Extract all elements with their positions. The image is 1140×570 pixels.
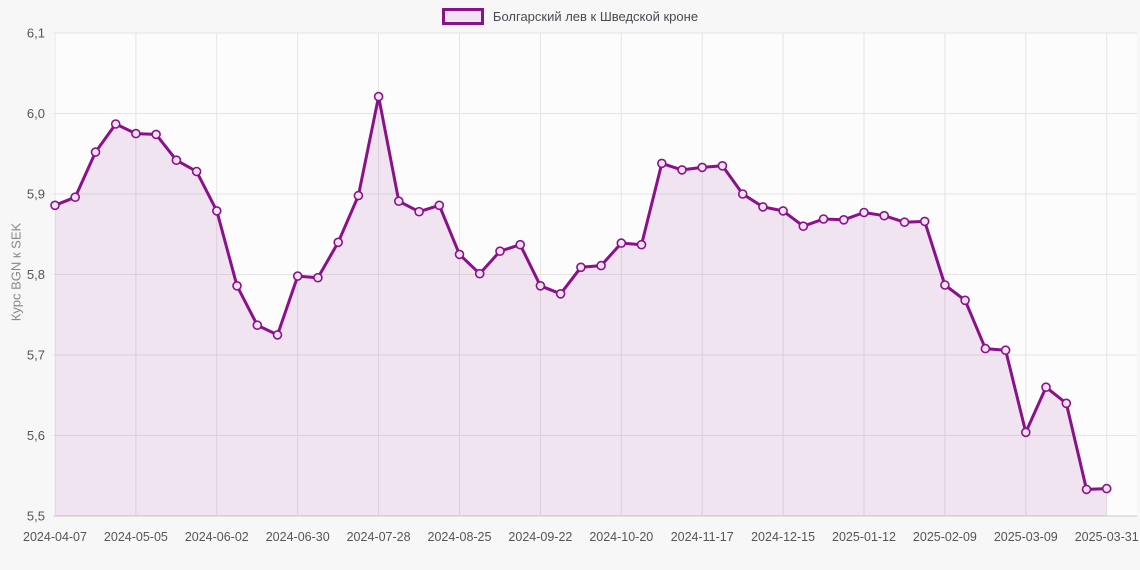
data-point[interactable] (1101, 483, 1112, 494)
data-point[interactable] (474, 268, 485, 279)
data-point[interactable] (252, 320, 263, 331)
data-point[interactable] (1061, 398, 1072, 409)
x-tick-label: 2024-11-17 (671, 530, 734, 544)
data-point[interactable] (373, 91, 384, 102)
x-tick-label: 2025-01-12 (832, 530, 896, 544)
data-point[interactable] (333, 237, 344, 248)
data-point[interactable] (1021, 427, 1031, 438)
data-point[interactable] (110, 119, 121, 129)
data-point[interactable] (616, 238, 627, 248)
x-tick-label: 2024-04-07 (23, 530, 87, 544)
y-tick-label: 6,0 (27, 106, 45, 121)
data-point[interactable] (576, 262, 586, 273)
y-axis-title: Курс BGN к SEK (8, 222, 24, 322)
y-tick-label: 5,6 (27, 428, 45, 443)
x-tick-label: 2024-05-05 (104, 530, 168, 544)
y-tick-label: 5,7 (27, 348, 45, 363)
data-point[interactable] (90, 147, 101, 157)
data-point[interactable] (758, 202, 768, 212)
data-point[interactable] (960, 295, 970, 306)
data-point[interactable] (879, 210, 890, 221)
data-point[interactable] (535, 280, 546, 291)
data-point[interactable] (495, 246, 505, 256)
series-area-fill (55, 96, 1107, 516)
data-point[interactable] (919, 216, 930, 227)
data-point[interactable] (717, 161, 728, 171)
data-point[interactable] (677, 165, 687, 175)
data-point[interactable] (555, 288, 566, 299)
data-point[interactable] (980, 343, 991, 354)
data-point[interactable] (151, 129, 161, 140)
x-tick-label: 2025-03-09 (994, 530, 1058, 544)
x-tick-label: 2025-03-31 (1075, 530, 1139, 544)
data-point[interactable] (636, 239, 647, 250)
data-point[interactable] (859, 207, 869, 218)
data-point[interactable] (414, 206, 424, 217)
legend-label: Болгарский лев к Шведской кроне (492, 8, 699, 24)
y-tick-label: 5,9 (27, 187, 45, 202)
data-point[interactable] (171, 155, 182, 165)
x-tick-label: 2024-10-20 (589, 530, 653, 544)
y-tick-label: 5,5 (27, 509, 45, 524)
data-point[interactable] (191, 166, 202, 177)
data-point[interactable] (1081, 484, 1092, 495)
data-point[interactable] (940, 280, 950, 290)
data-point[interactable] (1041, 382, 1051, 393)
data-point[interactable] (515, 239, 526, 250)
data-point[interactable] (70, 192, 80, 202)
data-point[interactable] (1000, 345, 1011, 356)
data-point[interactable] (697, 162, 708, 173)
data-point[interactable] (838, 215, 849, 225)
x-tick-label: 2024-08-25 (428, 530, 492, 544)
data-point[interactable] (292, 271, 303, 281)
data-point[interactable] (131, 128, 141, 139)
legend-swatch (441, 7, 484, 25)
data-point[interactable] (212, 206, 222, 216)
x-tick-label: 2024-09-22 (508, 530, 572, 544)
data-point[interactable] (737, 189, 748, 199)
x-tick-label: 2024-06-30 (266, 530, 330, 544)
data-point[interactable] (596, 260, 606, 271)
x-tick-label: 2024-07-28 (347, 530, 411, 544)
data-point[interactable] (434, 200, 445, 211)
data-point[interactable] (393, 196, 404, 206)
x-tick-label: 2024-12-15 (751, 530, 815, 544)
data-point[interactable] (454, 249, 465, 260)
data-point[interactable] (50, 200, 60, 211)
x-tick-label: 2025-02-09 (913, 530, 977, 544)
legend[interactable]: Болгарский лев к Шведской кроне (0, 5, 1140, 27)
data-point[interactable] (272, 330, 283, 340)
data-point[interactable] (798, 221, 809, 231)
data-point[interactable] (778, 206, 788, 216)
data-point[interactable] (656, 158, 667, 169)
x-tick-label: 2024-06-02 (185, 530, 249, 544)
data-point[interactable] (232, 280, 242, 291)
data-point[interactable] (899, 217, 910, 227)
y-tick-label: 5,8 (27, 267, 45, 282)
data-point[interactable] (818, 214, 829, 224)
data-point[interactable] (313, 272, 323, 283)
y-tick-label: 6,1 (27, 26, 45, 41)
data-point[interactable] (353, 190, 364, 201)
